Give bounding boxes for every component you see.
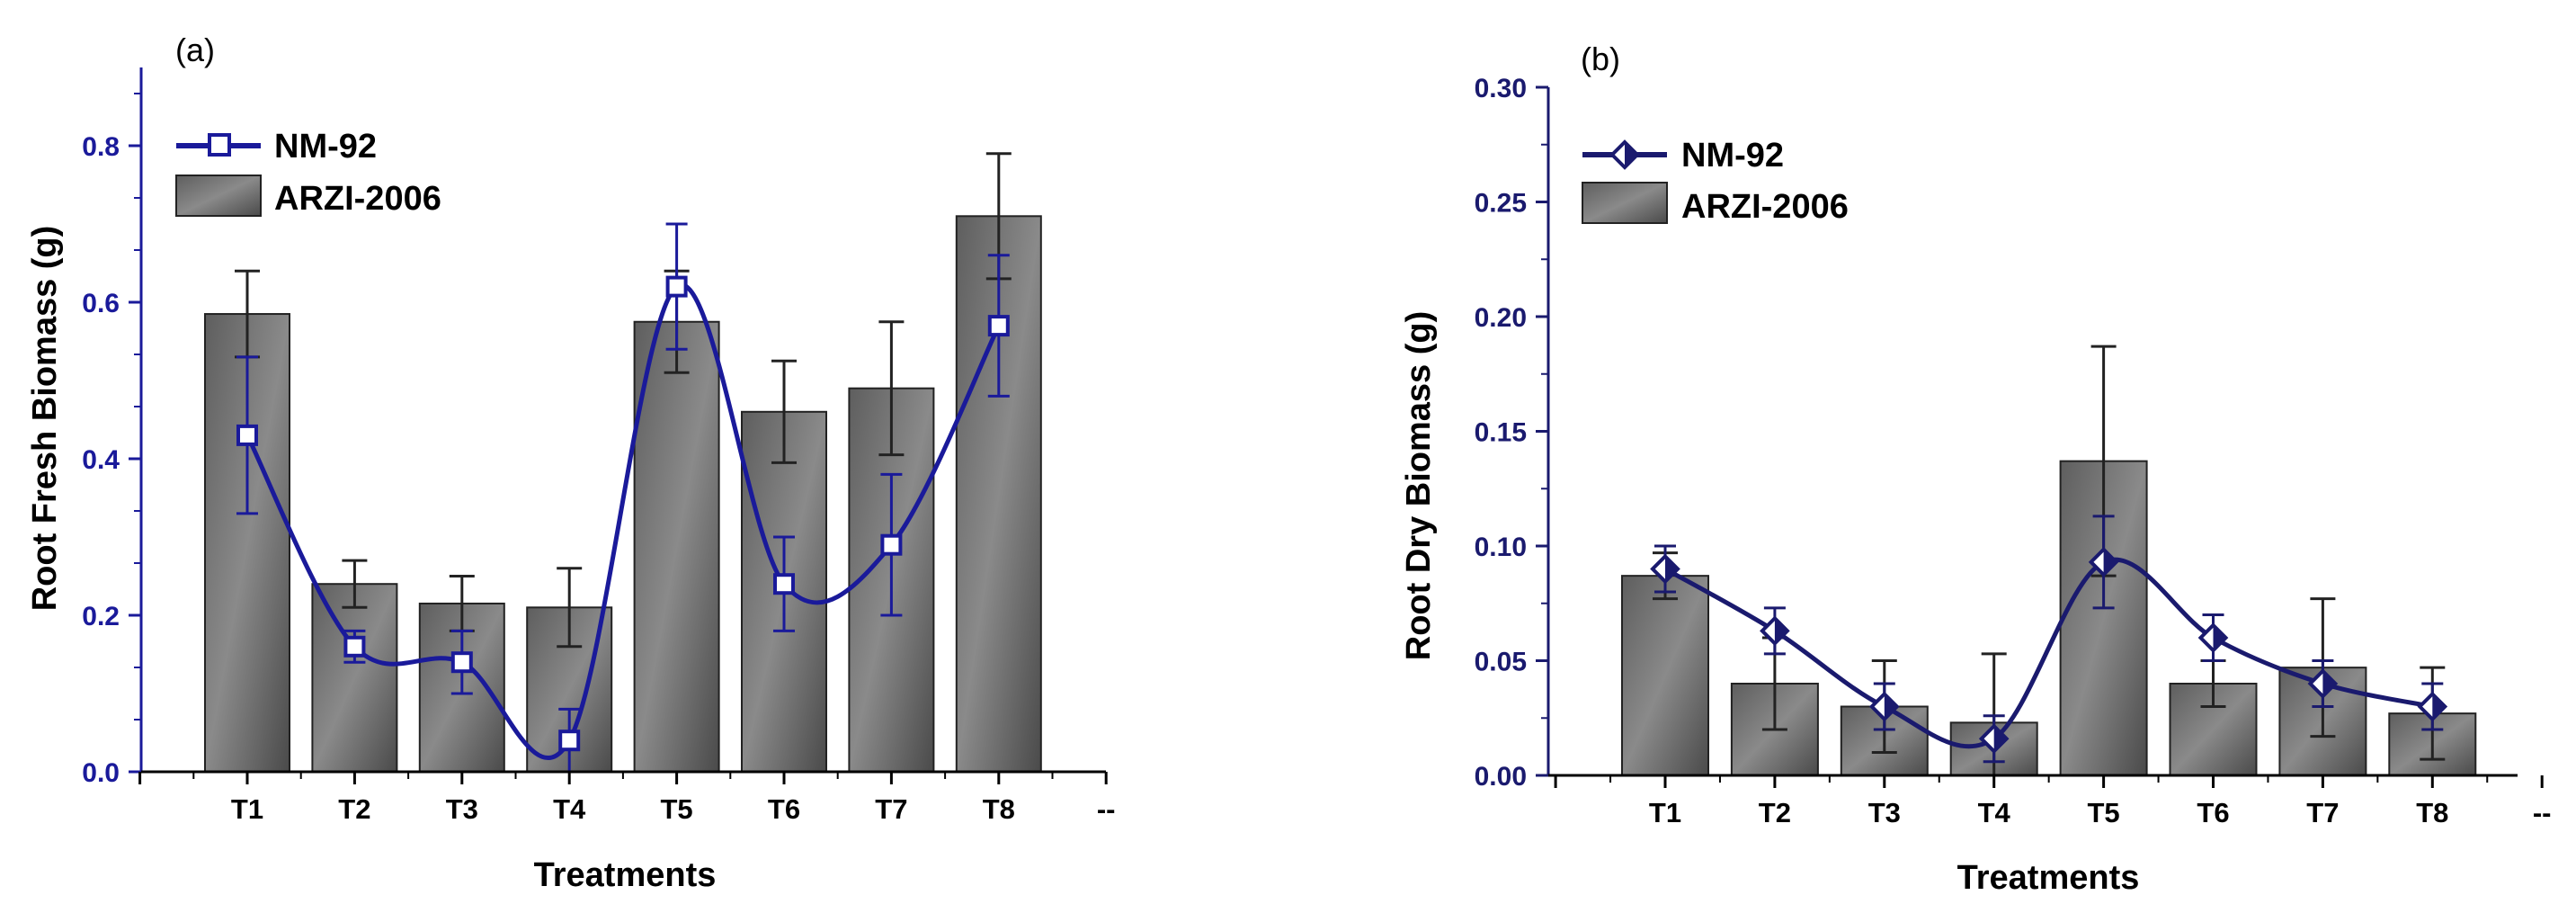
x-tick-label-T8: T8: [2416, 797, 2448, 828]
nm92-point-half-fill: [1665, 556, 1678, 582]
panel-a-x-axis-title: Treatments: [534, 856, 717, 894]
x-tick-label-T3: T3: [446, 793, 478, 825]
nm92-point-T4: [558, 730, 581, 752]
legend-square-marker: [208, 133, 231, 157]
legend-label-nm92: NM-92: [1681, 137, 1784, 175]
panel-a-legend: NM-92 ARZI-2006: [175, 128, 441, 218]
panel-b-chart: (b) Root Dry Biomass (g) Treatments NM-9…: [1400, 40, 2552, 897]
y-tick-label: 0.10: [1475, 533, 1527, 562]
nm92-series-line: [1663, 557, 2433, 749]
nm92-series-line: [245, 282, 1002, 760]
panel-a-chart: (a) Root Fresh Biomass (g) Treatments NM…: [26, 31, 1116, 894]
bar-T1: [1621, 575, 1709, 777]
panel-b-legend: NM-92 ARZI-2006: [1582, 137, 1849, 226]
y-tick-label: 0.6: [82, 289, 120, 318]
nm92-point-T6: [773, 573, 795, 595]
panel-a-label: (a): [175, 31, 215, 68]
legend-bar-swatch: [1582, 182, 1668, 224]
x-tick-label-T1: T1: [231, 793, 263, 825]
nm92-point-T5: [665, 275, 688, 298]
legend-bar-swatch: [175, 175, 262, 217]
panel-a-y-axis-title: Root Fresh Biomass (g): [26, 226, 64, 612]
x-tick-label-T7: T7: [875, 793, 907, 825]
x-tick-label-T2: T2: [1759, 797, 1791, 828]
x-tick-label-T5: T5: [661, 793, 693, 825]
nm92-point-T8: [987, 315, 1010, 337]
x-tick-label-T7: T7: [2306, 797, 2339, 828]
y-tick-label: 0.0: [82, 758, 120, 788]
legend-label-nm92: NM-92: [274, 128, 377, 166]
nm92-point-half-fill: [2322, 671, 2336, 696]
legend-diamond-marker-fill: [1625, 142, 1637, 167]
x-tick-label-T5: T5: [2088, 797, 2120, 828]
x-tick-label-extra: --: [1097, 793, 1116, 825]
nm92-point-half-fill: [1774, 618, 1787, 644]
panel-b-y-axis-title: Root Dry Biomass (g): [1400, 311, 1438, 660]
nm92-point-T1: [236, 424, 258, 446]
y-tick-label: 0.00: [1475, 762, 1527, 792]
panel-b-label: (b): [1581, 40, 1620, 77]
nm92-point-half-fill: [2103, 549, 2117, 575]
x-tick-label-T4: T4: [553, 793, 586, 825]
x-tick-label-T6: T6: [2197, 797, 2229, 828]
y-tick-label: 0.25: [1475, 189, 1527, 219]
x-tick-label-T4: T4: [1978, 797, 2011, 828]
legend-label-arzi2006: ARZI-2006: [274, 180, 441, 218]
y-tick-label: 0.30: [1475, 74, 1527, 103]
legend-label-arzi2006: ARZI-2006: [1681, 188, 1849, 226]
nm92-point-T2: [343, 635, 366, 658]
y-tick-label: 0.2: [82, 602, 120, 631]
nm92-point-half-fill: [1884, 694, 1897, 720]
y-tick-label: 0.8: [82, 132, 120, 162]
y-tick-label: 0.4: [82, 445, 120, 475]
x-tick-label-T8: T8: [983, 793, 1015, 825]
x-tick-label-T3: T3: [1868, 797, 1901, 828]
x-tick-label-T2: T2: [338, 793, 370, 825]
y-tick-label: 0.15: [1475, 418, 1527, 448]
nm92-point-half-fill: [2432, 694, 2446, 720]
x-tick-label-T6: T6: [768, 793, 800, 825]
x-tick-label-T1: T1: [1649, 797, 1681, 828]
y-tick-label: 0.20: [1475, 303, 1527, 333]
nm92-point-half-fill: [1993, 726, 2007, 752]
panel-b-x-axis-title: Treatments: [1957, 859, 2140, 897]
x-tick-label-extra: --: [2533, 797, 2552, 828]
nm92-point-T3: [450, 651, 473, 674]
bar-T5: [633, 320, 720, 773]
nm92-point-half-fill: [2213, 625, 2226, 650]
y-tick-label: 0.05: [1475, 648, 1527, 677]
bar-T2: [311, 583, 398, 774]
nm92-point-T7: [880, 533, 903, 556]
